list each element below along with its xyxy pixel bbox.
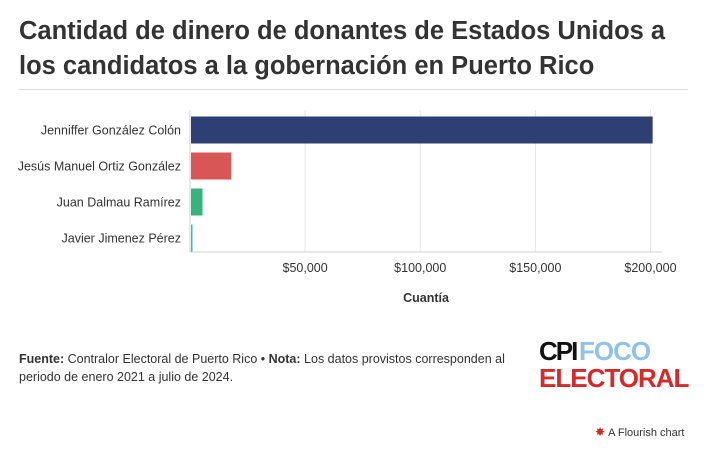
- bar: [191, 152, 232, 180]
- source-text: Contralor Electoral de Puerto Rico •: [64, 352, 269, 366]
- note-text: Los datos provistos corresponden al peri…: [19, 352, 505, 384]
- x-axis-title: Cuantía: [403, 291, 450, 305]
- bar-chart: Jenniffer González Colón Jesús Manuel Ort…: [18, 110, 677, 305]
- bar: [191, 116, 653, 144]
- bar: [191, 224, 193, 252]
- logo-cpi: CPI: [539, 336, 578, 366]
- logo-electoral: ELECTORAL: [539, 363, 689, 393]
- x-tick-label: $200,000: [624, 261, 676, 275]
- source-label: Fuente:: [19, 352, 65, 366]
- x-tick-label: $50,000: [283, 261, 328, 275]
- category-label: Juan Dalmau Ramírez: [57, 196, 181, 210]
- foco-electoral-logo: CPI FOCO ELECTORAL: [539, 337, 689, 393]
- category-label: Javier Jimenez Pérez: [62, 232, 182, 246]
- flourish-credit[interactable]: ✸ A Flourish chart: [595, 425, 684, 439]
- note-label: Nota:: [268, 352, 301, 366]
- flourish-credit-text: A Flourish chart: [608, 427, 685, 439]
- logo-foco: FOCO: [579, 336, 651, 366]
- title-divider: [19, 89, 688, 90]
- chart-title: Cantidad de dinero de donantes de Estado…: [19, 17, 666, 80]
- category-label: Jenniffer González Colón: [41, 124, 181, 138]
- chart-footer: Fuente: Contralor Electoral de Puerto Ri…: [19, 350, 509, 386]
- flourish-star-icon: ✸: [595, 425, 606, 439]
- x-tick-label: $100,000: [394, 261, 446, 275]
- bar: [191, 188, 203, 216]
- x-tick-label: $150,000: [509, 261, 561, 275]
- category-label: Jesús Manuel Ortiz González: [18, 160, 181, 174]
